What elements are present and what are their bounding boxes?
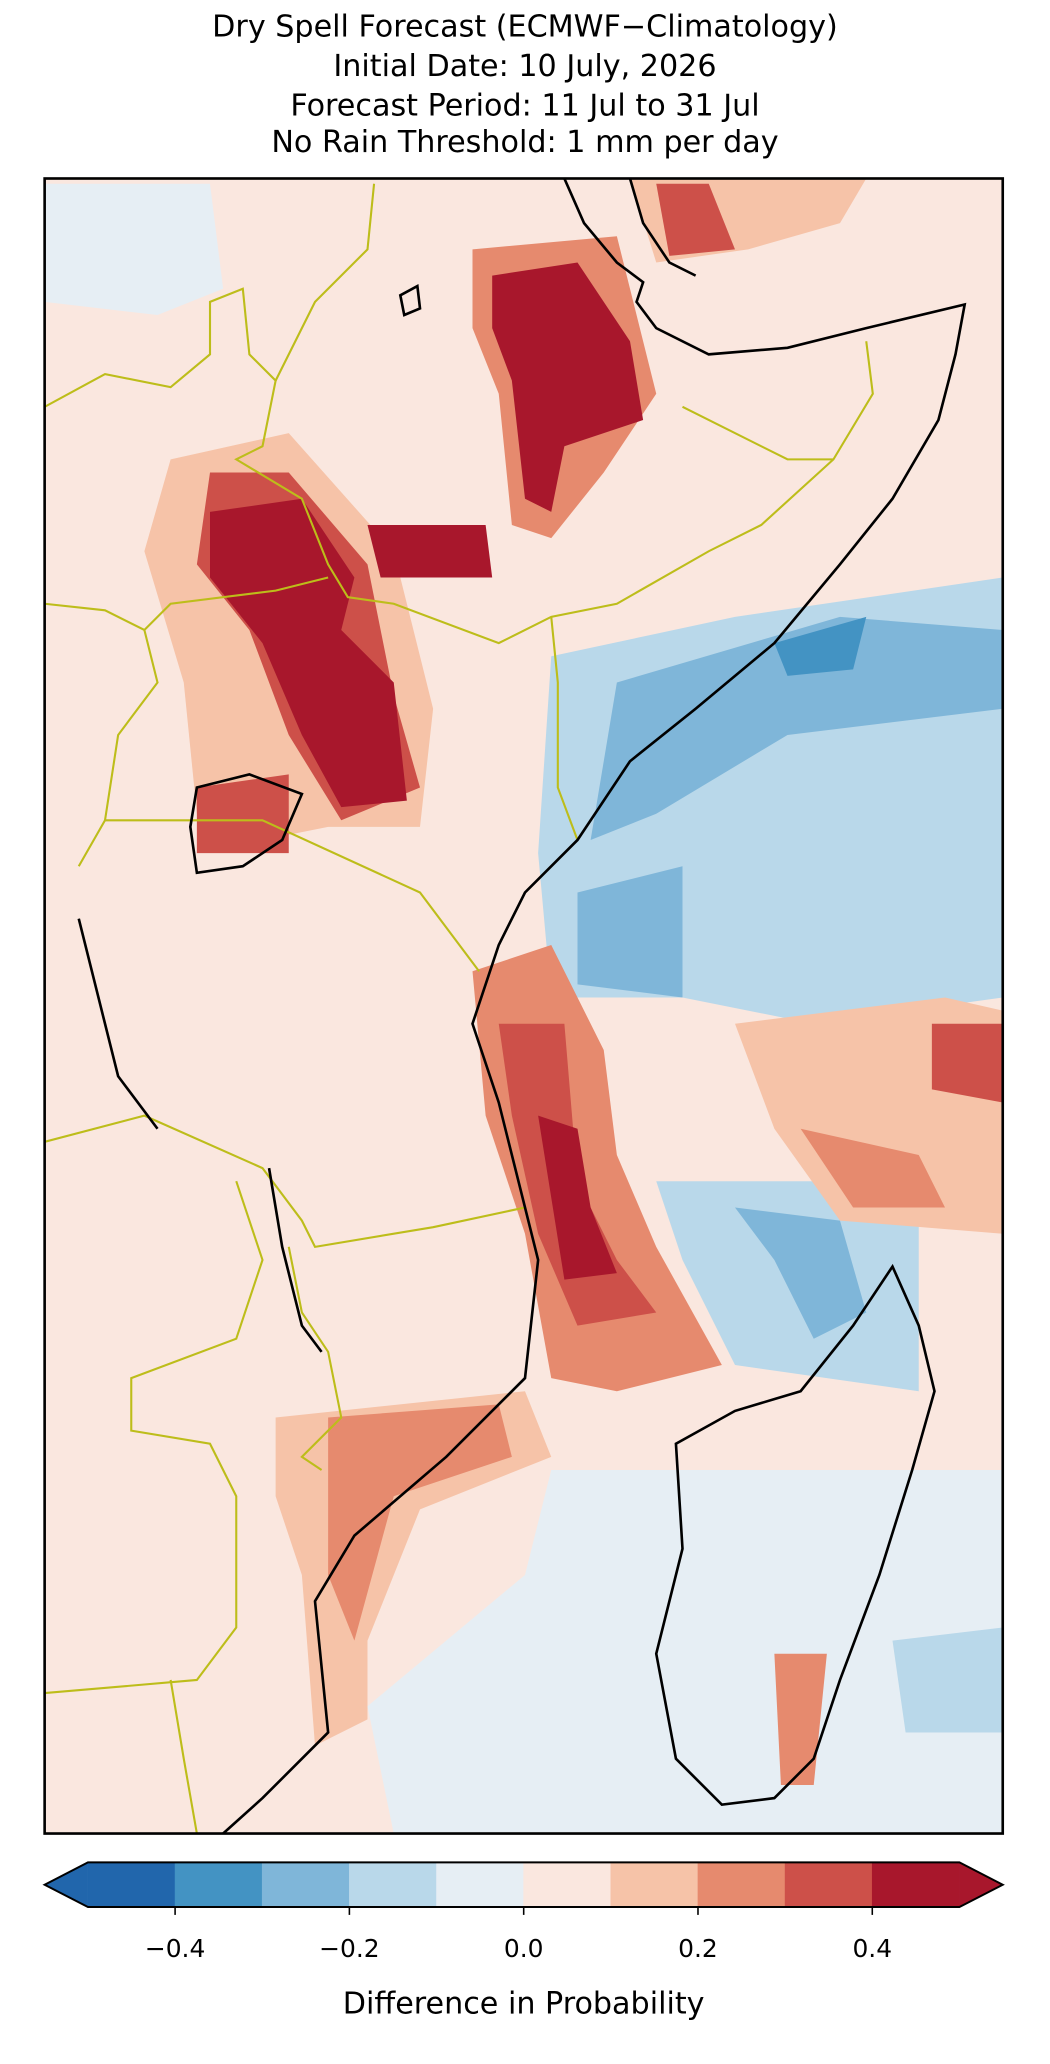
lake	[188, 772, 304, 875]
region	[210, 498, 407, 808]
lake	[267, 1167, 323, 1353]
region	[498, 1023, 657, 1326]
border	[44, 1114, 526, 1249]
colorbar-extend-min	[44, 1862, 88, 1908]
border	[44, 1180, 264, 1695]
border	[44, 287, 874, 645]
colorbar-tick-label: 0.0	[504, 1934, 544, 1963]
subtitle: Forecast Period: 11 Jul to 31 Jul	[290, 88, 759, 123]
region	[774, 616, 867, 676]
colorbar-segment	[261, 1862, 350, 1908]
colorbar-tick-label: −0.2	[319, 1934, 380, 1963]
region	[734, 1207, 867, 1339]
region	[367, 1469, 1003, 1834]
colorbar-extend-max	[959, 1862, 1003, 1908]
colorbar-segment	[349, 1862, 437, 1908]
region	[590, 616, 1003, 840]
region	[892, 1627, 1003, 1733]
border	[274, 183, 376, 382]
colorbar-label: Difference in Probability	[343, 1986, 705, 2021]
colorbar: −0.4 −0.2 0.0 0.2 0.4	[42, 1861, 1005, 1963]
map-frame	[43, 177, 1005, 1835]
colorbar-outline	[42, 1861, 1005, 1909]
region	[931, 1023, 1003, 1103]
border	[550, 616, 579, 841]
lake	[77, 918, 159, 1130]
region	[367, 524, 493, 578]
colorbar-segment	[871, 1862, 960, 1908]
colorbar-segment	[610, 1862, 699, 1908]
region	[44, 183, 224, 315]
colorbar-tick-label: −0.4	[145, 1934, 206, 1963]
colorbar-segment	[87, 1862, 176, 1908]
border	[169, 1679, 198, 1834]
colorbar-tick-label: 0.4	[852, 1934, 892, 1963]
borders	[44, 183, 874, 1834]
subtitle: Initial Date: 10 July, 2026	[333, 49, 716, 84]
region	[492, 262, 644, 512]
region	[328, 1404, 512, 1641]
lake	[398, 284, 422, 317]
border	[105, 819, 480, 972]
coast	[222, 178, 967, 1834]
region	[577, 866, 683, 998]
colorbar-tick-label: 0.2	[678, 1934, 718, 1963]
title: Dry Spell Forecast (ECMWF−Climatology)	[212, 10, 838, 45]
madagascar	[654, 1263, 936, 1807]
subtitle: No Rain Threshold: 1 mm per day	[271, 125, 778, 160]
region	[774, 1653, 827, 1785]
colorbar-segment	[784, 1862, 873, 1908]
colorbar-segment	[436, 1862, 525, 1908]
border	[682, 405, 834, 461]
region	[800, 1128, 945, 1208]
map	[44, 178, 1003, 1834]
coastline	[77, 178, 967, 1834]
region	[656, 183, 735, 256]
colorbar-segment	[523, 1862, 612, 1908]
border	[77, 629, 159, 867]
region	[196, 774, 289, 854]
border	[44, 576, 329, 632]
colorbar-segment	[697, 1862, 786, 1908]
region	[538, 1115, 617, 1280]
colorbar-segment	[174, 1862, 263, 1908]
coast	[628, 178, 697, 277]
border	[287, 1246, 343, 1471]
